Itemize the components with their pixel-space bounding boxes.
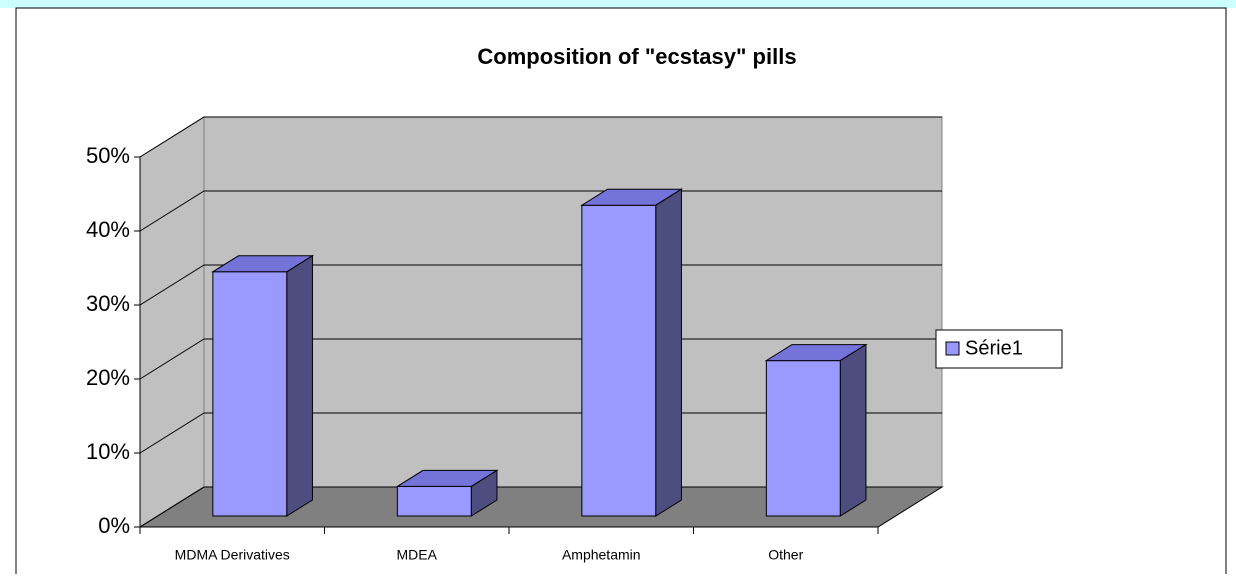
x-tick-label: MDMA Derivatives	[175, 547, 290, 563]
y-tick-label: 50%	[86, 143, 130, 168]
top-strip	[0, 0, 1236, 8]
grid-line	[139, 486, 942, 528]
bar-front	[581, 204, 657, 517]
y-tick-label: 0%	[98, 513, 130, 538]
bar	[395, 469, 499, 517]
y-tick-label: 30%	[86, 291, 130, 316]
bar-side	[286, 254, 313, 517]
legend-swatch	[945, 341, 960, 356]
chart-title: Composition of "ecstasy" pills	[477, 44, 796, 69]
bar	[580, 188, 684, 517]
grid-line	[139, 190, 942, 232]
grid-line	[139, 116, 942, 158]
bar	[764, 343, 868, 517]
y-tick-label: 10%	[86, 439, 130, 464]
bar-side	[470, 469, 498, 517]
x-tick-label: Amphetamin	[562, 547, 641, 563]
x-tick-label: MDEA	[397, 547, 438, 563]
bar-side	[839, 343, 867, 517]
bar-side	[655, 188, 682, 517]
side-wall	[139, 116, 205, 528]
grid-line	[139, 412, 942, 454]
y-tick-label: 20%	[86, 365, 130, 390]
grid-line	[139, 338, 942, 380]
bar-front	[765, 360, 841, 517]
y-tick-label: 40%	[86, 217, 130, 242]
legend-label: Série1	[965, 337, 1023, 359]
x-tick-label: Other	[768, 547, 803, 563]
bar-front	[212, 271, 288, 517]
bar	[211, 254, 315, 517]
grid-line	[139, 264, 942, 306]
bar-front	[396, 485, 472, 517]
legend-box	[935, 329, 1063, 369]
